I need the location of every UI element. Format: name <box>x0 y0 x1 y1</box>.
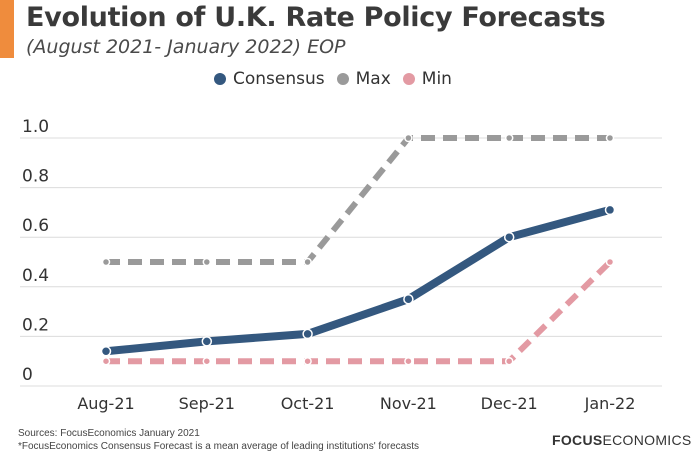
y-tick-label: 0.8 <box>22 167 49 187</box>
chart-subtitle: (August 2021- January 2022) EOP <box>26 36 346 58</box>
data-point-max[interactable] <box>605 133 615 143</box>
data-point-min[interactable] <box>101 356 111 366</box>
y-axis-tick-labels: 0 0.2 0.4 0.6 0.8 1.0 <box>22 117 49 385</box>
series-line-min <box>106 259 613 365</box>
data-point-consensus[interactable] <box>604 204 616 216</box>
footer-note: *FocusEconomics Consensus Forecast is a … <box>18 441 419 452</box>
x-tick-label: Aug-21 <box>77 394 134 413</box>
series-line-max <box>106 135 610 265</box>
data-point-max[interactable] <box>504 133 514 143</box>
gridlines <box>20 137 662 387</box>
data-point-min[interactable] <box>504 356 514 366</box>
brand-light: ECONOMICS <box>602 432 692 448</box>
legend-marker-max <box>336 73 349 85</box>
data-point-max[interactable] <box>404 133 413 143</box>
legend-label-max: Max <box>355 69 391 89</box>
data-point-max[interactable] <box>303 257 312 267</box>
legend-item-consensus[interactable]: Consensus <box>214 69 325 89</box>
x-tick-label: Sep-21 <box>179 394 235 413</box>
y-tick-label: 0 <box>22 365 33 385</box>
series-lines <box>105 135 613 365</box>
x-tick-label: Jan-22 <box>584 394 636 413</box>
data-point-consensus[interactable] <box>403 293 414 305</box>
title-accent-bar <box>0 0 14 58</box>
x-tick-label: Dec-21 <box>481 394 538 413</box>
data-point-min[interactable] <box>404 356 413 366</box>
data-point-consensus[interactable] <box>302 328 313 340</box>
legend-item-max[interactable]: Max <box>336 69 391 89</box>
data-point-max[interactable] <box>202 257 212 267</box>
y-tick-label: 0.2 <box>22 315 49 335</box>
x-axis-tick-labels: Aug-21 Sep-21 Oct-21 Nov-21 Dec-21 Jan-22 <box>77 394 635 413</box>
data-point-min[interactable] <box>202 356 212 366</box>
legend-marker-consensus <box>214 73 226 85</box>
x-tick-label: Oct-21 <box>281 394 335 413</box>
legend-label-min: Min <box>421 69 452 89</box>
line-chart: 0 0.2 0.4 0.6 0.8 1.0 Aug-21 Sep-21 Oct-21 Nov-2… <box>20 117 662 413</box>
data-point-max[interactable] <box>101 257 111 267</box>
legend-label-consensus: Consensus <box>233 69 325 89</box>
data-point-consensus[interactable] <box>100 346 112 357</box>
y-tick-label: 0.6 <box>22 216 49 236</box>
brand-bold: FOCUS <box>552 432 603 448</box>
data-point-min[interactable] <box>303 356 312 366</box>
series-line-consensus <box>105 206 612 356</box>
series-points <box>100 133 616 366</box>
chart-title: Evolution of U.K. Rate Policy Forecasts <box>26 2 606 33</box>
y-tick-label: 1.0 <box>22 117 49 137</box>
legend-marker-min <box>402 73 415 85</box>
brand-logo: FOCUSECONOMICS <box>552 432 692 448</box>
data-point-consensus[interactable] <box>503 231 515 243</box>
x-tick-label: Nov-21 <box>380 394 437 413</box>
data-point-min[interactable] <box>605 257 615 267</box>
y-tick-label: 0.4 <box>22 266 49 286</box>
data-point-consensus[interactable] <box>201 336 213 347</box>
legend-item-min[interactable]: Min <box>402 69 452 89</box>
legend: Consensus Max Min <box>214 69 464 89</box>
footer-sources: Sources: FocusEconomics January 2021 <box>18 428 200 439</box>
